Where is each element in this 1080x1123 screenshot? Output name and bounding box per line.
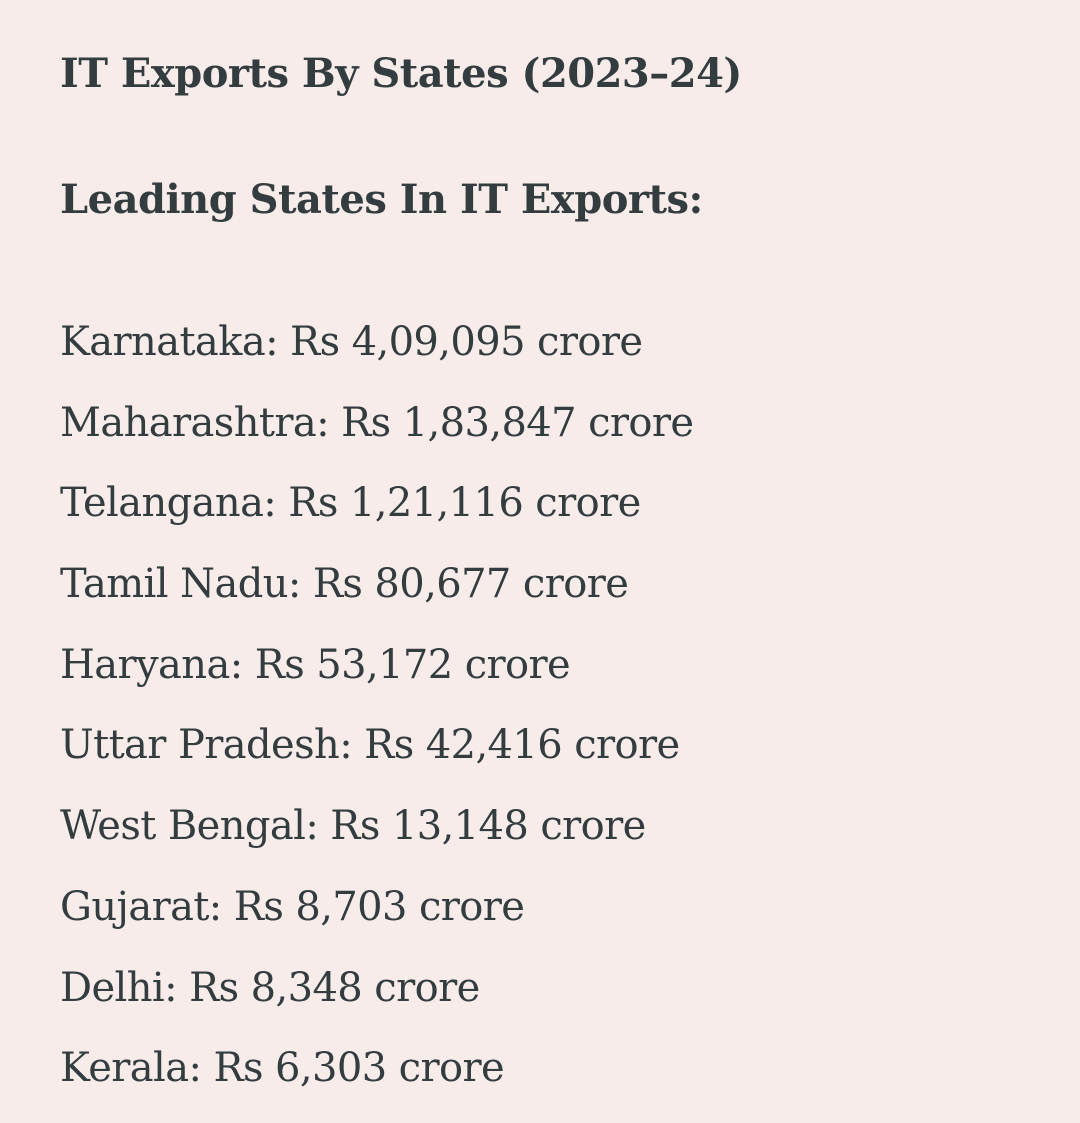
list-item: Gujarat: Rs 8,703 crore — [60, 883, 525, 930]
page-title: IT Exports By States (2023–24) — [60, 50, 742, 97]
list-item: Telangana: Rs 1,21,116 crore — [60, 480, 641, 527]
list-item: West Bengal: Rs 13,148 crore — [60, 803, 646, 850]
list-item: Tamil Nadu: Rs 80,677 crore — [60, 561, 629, 608]
list-item: Kerala: Rs 6,303 crore — [60, 1045, 505, 1092]
list-item: Karnataka: Rs 4,09,095 crore — [60, 319, 643, 365]
list-item: Haryana: Rs 53,172 crore — [60, 641, 571, 688]
section-heading: Leading States In IT Exports: — [60, 176, 703, 223]
list-item: Maharashtra: Rs 1,83,847 crore — [60, 399, 694, 446]
list-item: Uttar Pradesh: Rs 42,416 crore — [60, 722, 680, 769]
states-list: Karnataka: Rs 4,09,095 crore Maharashtra… — [60, 302, 1080, 1109]
list-item: Delhi: Rs 8,348 crore — [60, 964, 480, 1011]
